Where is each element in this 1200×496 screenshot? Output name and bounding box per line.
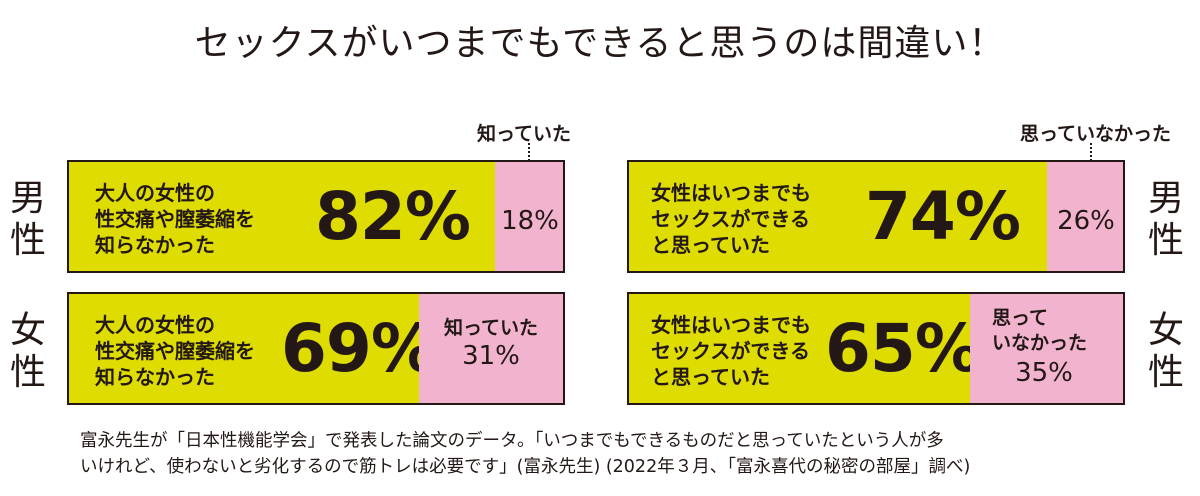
percent-value: 18% bbox=[501, 206, 559, 236]
percent-value: 35% bbox=[1015, 358, 1073, 388]
note-line: いけれど、使わないと劣化するので筋トレは必要です」(富永先生) (2022年３月… bbox=[80, 457, 971, 477]
label-line: 女性はいつまでも bbox=[651, 313, 811, 337]
percent-value: 69% bbox=[281, 310, 437, 387]
bar-right-female: 女性はいつまでも セックスができる と思っていた 65% 思って いなかった 3… bbox=[627, 292, 1125, 405]
percent-value: 31% bbox=[462, 341, 520, 371]
label-line: 女性はいつまでも bbox=[651, 181, 811, 205]
segment-thought: 女性はいつまでも セックスができる と思っていた 74% bbox=[629, 162, 1047, 271]
label-line: と思っていた bbox=[651, 365, 770, 389]
segment-label-and-value: 知っていた 31% bbox=[419, 316, 563, 371]
percent-value: 65% bbox=[825, 310, 981, 387]
segment-not-known: 大人の女性の 性交痛や膣萎縮を 知らなかった 69% bbox=[69, 294, 437, 403]
source-note: 富永先生が「日本性機能学会」で発表した論文のデータ。「いつまでもできるものだと思… bbox=[80, 428, 1180, 480]
label-line: 知らなかった bbox=[95, 233, 215, 257]
segment-not-known: 大人の女性の 性交痛や膣萎縮を 知らなかった 82% bbox=[69, 162, 495, 271]
bar-right-male: 女性はいつまでも セックスができる と思っていた 74% 26% bbox=[627, 160, 1125, 273]
segment-didnt-think: 思って いなかった 35% bbox=[970, 294, 1123, 403]
segment-didnt-think: 26% bbox=[1047, 162, 1123, 271]
gender-label-male-left: 男 性 bbox=[8, 178, 48, 262]
gender-label-female-left: 女 性 bbox=[8, 310, 48, 394]
callout-knew-label: 知っていた bbox=[477, 123, 572, 145]
label-line: セックスができる bbox=[651, 339, 810, 363]
segment-label: 思って いなかった bbox=[992, 306, 1087, 356]
label-line: いなかった bbox=[992, 332, 1088, 354]
gender-char: 性 bbox=[1147, 352, 1184, 393]
gender-char: 性 bbox=[1147, 220, 1184, 261]
note-line: 富永先生が「日本性機能学会」で発表した論文のデータ。「いつまでもできるものだと思… bbox=[80, 431, 944, 451]
gender-char: 男 bbox=[9, 178, 46, 219]
segment-label: 大人の女性の 性交痛や膣萎縮を 知らなかった bbox=[95, 180, 255, 258]
label-line: 大人の女性の bbox=[95, 313, 215, 337]
segment-label: 女性はいつまでも セックスができる と思っていた bbox=[651, 312, 811, 390]
segment-known: 知っていた 31% bbox=[419, 294, 563, 403]
label-line: 性交痛や膣萎縮を bbox=[95, 339, 255, 363]
chart-title: セックスがいつまでもできると思うのは間違い！ bbox=[194, 23, 1006, 64]
bar-left-male: 大人の女性の 性交痛や膣萎縮を 知らなかった 82% 18% bbox=[67, 160, 565, 273]
gender-char: 男 bbox=[1147, 178, 1184, 219]
gender-label-female-right: 女 性 bbox=[1146, 310, 1186, 394]
label-line: と思っていた bbox=[651, 233, 770, 257]
gender-char: 女 bbox=[9, 310, 46, 351]
segment-label: 女性はいつまでも セックスができる と思っていた bbox=[651, 180, 811, 258]
label-line: セックスができる bbox=[651, 207, 810, 231]
percent-value: 74% bbox=[865, 178, 1021, 255]
gender-char: 女 bbox=[1147, 310, 1184, 351]
label-line: 大人の女性の bbox=[95, 181, 215, 205]
segment-label: 大人の女性の 性交痛や膣萎縮を 知らなかった bbox=[95, 312, 255, 390]
callout-didnt-think-label: 思っていなかった bbox=[1020, 123, 1172, 145]
segment-thought: 女性はいつまでも セックスができる と思っていた 65% bbox=[629, 294, 981, 403]
label-line: 性交痛や膣萎縮を bbox=[95, 207, 255, 231]
gender-char: 性 bbox=[9, 352, 46, 393]
segment-label: 知っていた bbox=[443, 317, 539, 339]
percent-value: 26% bbox=[1057, 206, 1115, 236]
label-line: 知らなかった bbox=[95, 365, 215, 389]
gender-char: 性 bbox=[9, 220, 46, 261]
gender-label-male-right: 男 性 bbox=[1146, 178, 1186, 262]
bar-left-female: 大人の女性の 性交痛や膣萎縮を 知らなかった 69% 知っていた 31% bbox=[67, 292, 565, 405]
segment-known: 18% bbox=[495, 162, 563, 271]
percent-value: 82% bbox=[315, 178, 471, 255]
label-line: 思って bbox=[992, 307, 1049, 329]
